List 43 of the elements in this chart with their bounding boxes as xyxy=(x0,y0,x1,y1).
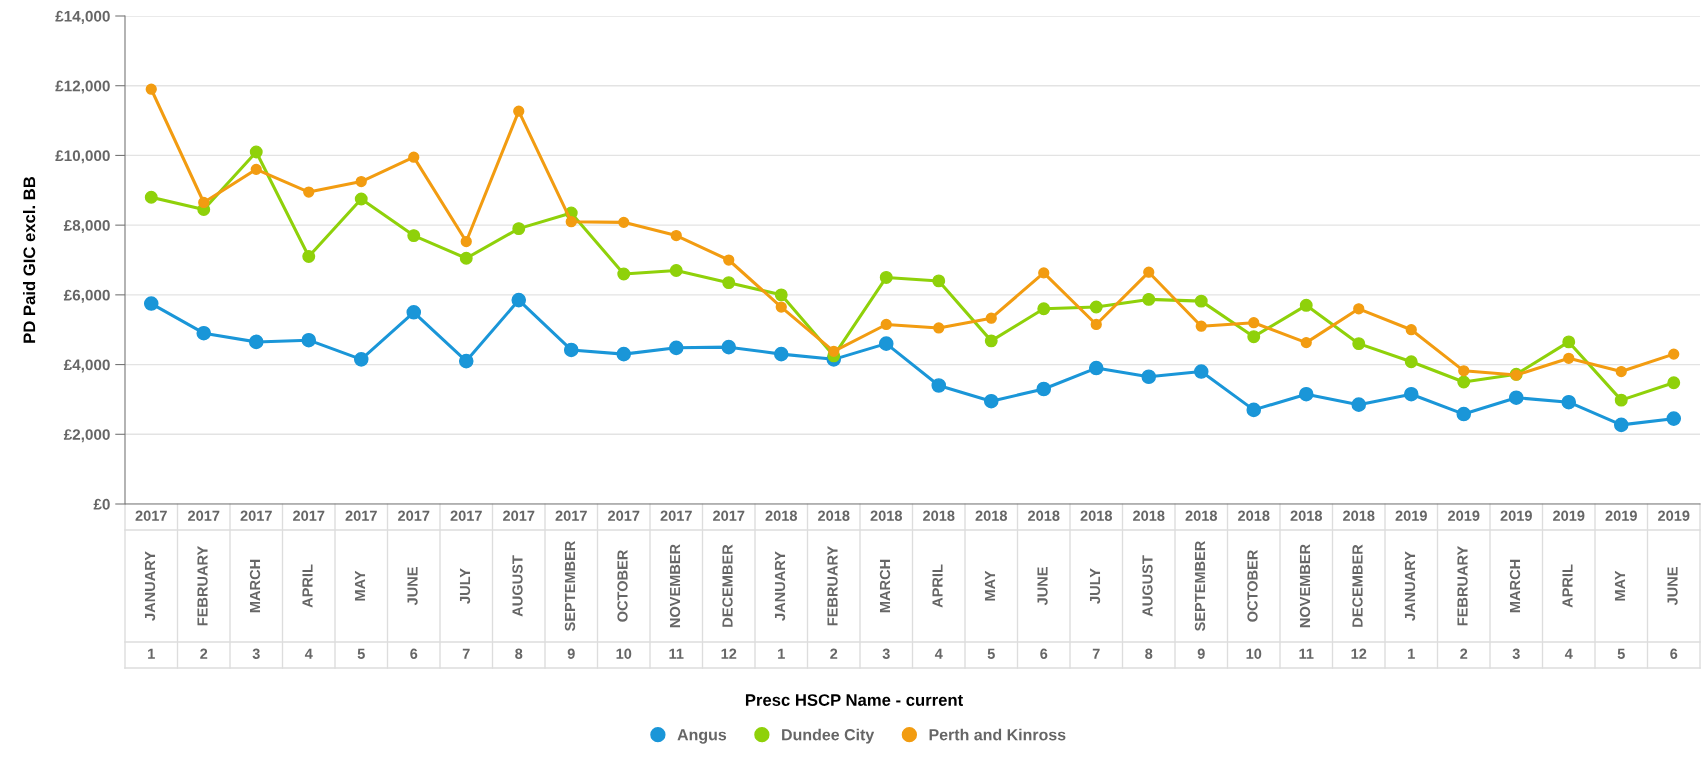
legend-label: Dundee City xyxy=(782,728,875,744)
y-tick-label: £10,000 xyxy=(55,150,110,164)
category-label: 2018 SEPTEMBER 9 xyxy=(1185,510,1218,659)
category-label: 2018 DECEMBER 12 xyxy=(1343,510,1375,659)
category-label: 2019 APRIL 4 xyxy=(1553,510,1585,659)
category-label: 2017 MARCH 3 xyxy=(240,510,272,659)
category-label: 2019 JANUARY 1 xyxy=(1395,510,1427,659)
category-label: 2017 MAY 5 xyxy=(345,510,377,659)
category-label: 2018 MARCH 3 xyxy=(870,510,903,659)
category-label: 2017 FEBRUARY 2 xyxy=(188,510,220,659)
category-label: 2017 SEPTEMBER 9 xyxy=(555,510,587,659)
y-tick-label: £4,000 xyxy=(63,359,110,373)
category-label: 2018 JUNE 6 xyxy=(1028,510,1060,659)
category-label: 2018 AUGUST 8 xyxy=(1133,510,1165,659)
category-label: 2019 MARCH 3 xyxy=(1500,510,1532,659)
category-label: 2017 NOVEMBER 11 xyxy=(660,510,692,659)
legend-label: Perth and Kinross xyxy=(929,728,1066,741)
category-label: 2017 DECEMBER 12 xyxy=(713,510,745,659)
y-tick-label: £0 xyxy=(93,498,110,510)
y-tick-label: £14,000 xyxy=(55,10,110,24)
legend-label: Angus xyxy=(677,729,727,744)
category-label: 2017 AUGUST 8 xyxy=(503,510,535,659)
category-label: 2017 APRIL 4 xyxy=(293,510,325,659)
category-label: 2019 JUNE 6 xyxy=(1658,510,1690,659)
category-label: 2018 OCTOBER 10 xyxy=(1238,510,1270,659)
category-label: 2017 JUNE 6 xyxy=(398,510,430,659)
category-label: 2017 JANUARY 1 xyxy=(135,510,167,659)
category-label: 2019 FEBRUARY 2 xyxy=(1448,510,1480,659)
category-label: 2017 JULY 7 xyxy=(450,510,482,659)
y-axis-title: PD Paid GIC excl. BB xyxy=(22,176,36,343)
category-label: 2019 MAY 5 xyxy=(1605,510,1637,659)
category-label: 2018 JULY 7 xyxy=(1080,510,1113,659)
category-label: 2018 FEBRUARY 2 xyxy=(818,510,850,659)
category-label: 2018 MAY 5 xyxy=(975,510,1008,659)
category-label: 2018 NOVEMBER 11 xyxy=(1290,510,1323,659)
y-tick-label: £12,000 xyxy=(55,80,110,94)
y-tick-label: £6,000 xyxy=(63,289,110,303)
category-label: 2018 APRIL 4 xyxy=(923,510,955,659)
y-tick-label: £2,000 xyxy=(63,429,110,443)
category-label: 2018 JANUARY 1 xyxy=(765,510,798,659)
y-tick-label: £8,000 xyxy=(63,220,110,234)
category-label: 2017 OCTOBER 10 xyxy=(608,510,640,659)
legend-title: Presc HSCP Name - current xyxy=(745,694,963,706)
